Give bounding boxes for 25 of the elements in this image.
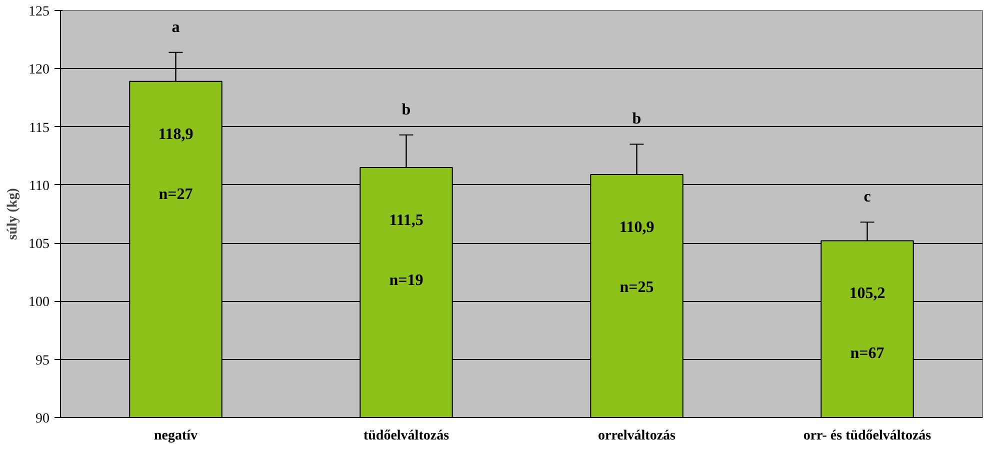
y-tick-label: 120 xyxy=(28,62,50,78)
data-label: 110,9 xyxy=(619,218,654,236)
x-tick-label: orr- és tüdőelváltozás xyxy=(803,428,932,444)
y-tick-label: 100 xyxy=(28,295,50,310)
y-tick-label: 95 xyxy=(36,353,50,368)
y-tick-label: 105 xyxy=(28,237,50,252)
annotation: b xyxy=(632,110,642,128)
data-label: 111,5 xyxy=(389,212,424,229)
data-label: 105,2 xyxy=(849,285,886,302)
y-tick-label: 110 xyxy=(29,178,50,194)
y-tick-label: 115 xyxy=(29,120,50,136)
y-tick-label: 125 xyxy=(28,4,50,20)
x-tick-label: negatív xyxy=(154,428,198,444)
x-tick-label: orrelváltozás xyxy=(598,428,676,444)
data-label: 118,9 xyxy=(158,126,194,143)
annotation: a xyxy=(172,18,180,36)
y-tick-label: 90 xyxy=(36,412,50,426)
annotation: n=67 xyxy=(850,345,884,362)
annotation: b xyxy=(402,101,411,118)
annotation: n=19 xyxy=(389,272,424,289)
y-axis-title: súly (kg) xyxy=(6,188,20,240)
annotation: n=25 xyxy=(620,278,654,296)
x-tick-label: tüdőelváltozás xyxy=(363,428,450,444)
annotation: n=27 xyxy=(158,186,193,203)
annotation: c xyxy=(864,188,871,206)
